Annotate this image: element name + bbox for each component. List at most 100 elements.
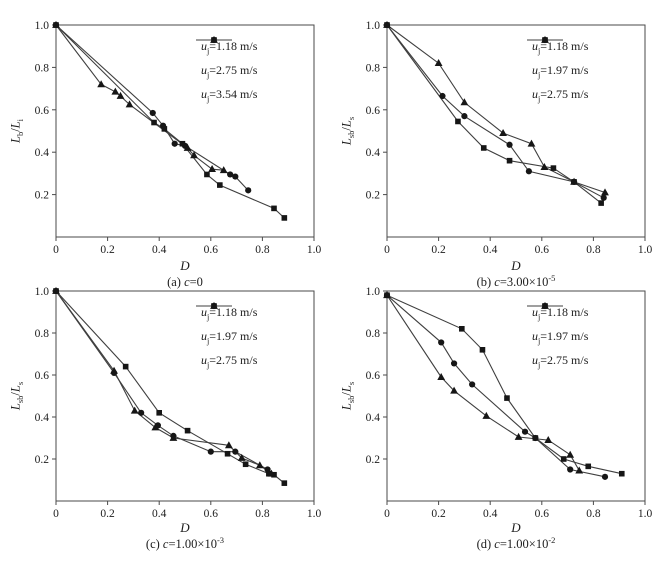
x-tick-label: 1.0: [307, 508, 322, 520]
circle-marker: [601, 473, 609, 480]
triangle-marker: [499, 129, 507, 137]
triangle-marker: [210, 301, 218, 309]
x-tick-label: 1.0: [638, 244, 653, 256]
y-tick-label: 0.8: [366, 62, 381, 74]
plot-canvas-a: 0 0.2 0.4 0.6 0.8 1.0 0.2 0.4 0.6 0.8 1.0: [35, 20, 322, 256]
y-tick-label: 0.4: [35, 412, 50, 424]
triangle-marker: [527, 139, 536, 147]
legend-entry: uj=2.75 m/s: [527, 301, 589, 372]
series-line-circle: [386, 294, 606, 478]
x-tick-label: 0.6: [535, 244, 550, 256]
x-tick-label: 0.4: [152, 244, 167, 256]
square-marker: [217, 182, 223, 188]
circle-marker: [159, 122, 167, 129]
x-tick-label: 0.4: [483, 508, 498, 520]
square-marker: [585, 463, 592, 470]
square-marker: [281, 480, 288, 486]
square-marker: [506, 157, 513, 164]
circle-marker: [469, 381, 476, 388]
subplot-caption: (d) c=1.00×10-2: [476, 534, 556, 551]
triangle-marker: [110, 366, 118, 374]
y-tick-label: 0.4: [35, 147, 50, 159]
legend: uj=1.18 m/s uj=1.97 m/s uj=2.75 m/s: [196, 300, 257, 372]
circle-marker: [171, 140, 178, 147]
square-marker: [122, 363, 129, 370]
triangle-marker: [437, 373, 446, 380]
legend-label: uj=1.97 m/s: [201, 328, 258, 345]
legend-label: uj=1.18 m/s: [201, 38, 258, 55]
triangle-marker: [224, 441, 233, 449]
x-tick-label: 0: [53, 244, 59, 256]
triangle-marker: [219, 166, 228, 174]
y-axis-label: Lb/Li: [8, 118, 26, 144]
legend-label: uj=1.97 m/s: [532, 328, 589, 345]
circle-marker: [232, 173, 239, 180]
x-tick-label: 0.6: [535, 508, 550, 520]
y-tick-label: 1.0: [35, 286, 50, 298]
legend-entry: uj=1.97 m/s: [196, 302, 258, 348]
triangle-marker: [111, 87, 120, 95]
square-marker: [184, 427, 191, 434]
y-tick-label: 0.2: [366, 454, 381, 466]
square-marker: [179, 140, 186, 147]
triangle-marker: [125, 100, 134, 108]
triangle-marker: [237, 453, 246, 461]
plot-canvas-d: 0 0.2 0.4 0.6 0.8 1.0 0.2 0.4 0.6 0.8 1.0: [366, 286, 653, 520]
y-tick-label: 1.0: [35, 20, 50, 32]
circle-marker: [264, 466, 271, 473]
series-line-triangle: [386, 24, 606, 194]
square-marker: [156, 410, 162, 416]
triangle-marker: [52, 20, 60, 28]
y-tick-label: 0.2: [35, 190, 50, 202]
circle-marker: [227, 171, 234, 178]
y-axis-label: Lsb/Ls: [339, 381, 357, 411]
triangle-marker: [52, 286, 60, 294]
circle-marker: [207, 448, 214, 455]
circle-marker: [567, 466, 574, 473]
triangle-marker: [570, 177, 578, 185]
triangle-marker: [482, 411, 491, 419]
y-axis-label: Lsb/Ls: [339, 116, 357, 146]
x-tick-label: 0.8: [255, 244, 270, 256]
circle-marker: [506, 141, 513, 148]
x-tick-label: 0.4: [483, 244, 498, 256]
x-axis-label: D: [180, 258, 190, 273]
circle-marker: [439, 92, 446, 100]
subplot-c: 0 0.2 0.4 0.6 0.8 1.0 0.2 0.4 0.6 0.8 1.0 Lsb/Ls D (c…: [0, 284, 331, 568]
triangle-marker: [541, 35, 549, 43]
x-axis-label: D: [180, 520, 190, 535]
x-tick-label: 0.8: [255, 508, 270, 520]
plot-frame: [386, 290, 646, 502]
circle-marker: [521, 428, 529, 435]
square-marker: [455, 118, 461, 125]
x-axis-label: D: [511, 258, 521, 273]
triangle-marker: [450, 386, 458, 394]
square-marker: [242, 461, 249, 468]
legend-sample-triangle: [527, 35, 563, 43]
x-tick-label: 0.2: [100, 508, 115, 520]
triangle-marker: [544, 436, 553, 443]
triangle-marker: [601, 188, 609, 196]
y-tick-label: 0.6: [366, 370, 381, 382]
plot-frame: [55, 24, 315, 238]
circle-marker: [461, 113, 468, 120]
legend-sample-triangle: [527, 301, 563, 309]
x-tick-label: 0.2: [431, 508, 446, 520]
triangle-marker: [383, 291, 391, 299]
circle-marker: [438, 339, 445, 346]
triangle-marker: [575, 466, 584, 474]
y-tick-label: 0.6: [35, 370, 50, 382]
triangle-marker: [514, 432, 523, 440]
circle-marker: [245, 187, 252, 194]
legend-label: uj=1.18 m/s: [532, 304, 589, 321]
subplot-caption: (a) c=0: [167, 275, 203, 289]
circle-marker: [525, 168, 532, 175]
legend-label: uj=2.75 m/s: [532, 352, 589, 369]
x-tick-label: 0: [53, 508, 59, 520]
y-tick-label: 1.0: [366, 20, 381, 32]
series-line-square: [386, 294, 622, 475]
legend: uj=1.18 m/s uj=2.75 m/s uj=3.54 m/s: [196, 34, 257, 106]
x-axis-label: D: [511, 520, 521, 535]
square-marker: [281, 215, 288, 221]
legend: uj=1.18 m/s uj=1.97 m/s uj=2.75 m/s: [527, 300, 588, 372]
